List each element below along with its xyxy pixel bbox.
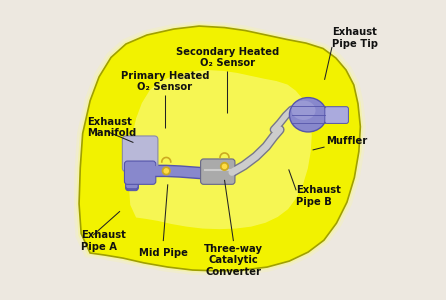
Circle shape [164,169,168,173]
Polygon shape [79,26,360,271]
Polygon shape [76,24,363,273]
Polygon shape [81,28,358,269]
Polygon shape [74,21,366,276]
Text: Exhaust
Pipe Tip: Exhaust Pipe Tip [332,27,378,49]
FancyBboxPatch shape [122,136,158,172]
FancyBboxPatch shape [124,161,156,184]
Text: Exhaust
Manifold: Exhaust Manifold [87,117,136,138]
Polygon shape [79,26,360,271]
Circle shape [162,167,170,175]
Text: Primary Heated
O₂ Sensor: Primary Heated O₂ Sensor [120,70,209,92]
Circle shape [221,163,228,170]
FancyBboxPatch shape [325,107,348,123]
Ellipse shape [292,100,316,120]
Text: Mid Pipe: Mid Pipe [139,248,188,258]
Text: Secondary Heated
O₂ Sensor: Secondary Heated O₂ Sensor [176,46,279,68]
Text: Exhaust
Pipe B: Exhaust Pipe B [296,185,341,207]
FancyBboxPatch shape [126,160,138,190]
Ellipse shape [289,98,327,132]
FancyBboxPatch shape [126,161,138,191]
FancyBboxPatch shape [126,159,138,189]
FancyBboxPatch shape [126,160,138,189]
FancyBboxPatch shape [201,159,235,184]
Text: Muffler: Muffler [326,136,367,146]
Polygon shape [129,70,312,229]
FancyBboxPatch shape [126,161,138,190]
Circle shape [223,164,227,169]
Text: Three-way
Catalytic
Converter: Three-way Catalytic Converter [204,244,263,277]
Text: Exhaust
Pipe A: Exhaust Pipe A [81,230,126,252]
